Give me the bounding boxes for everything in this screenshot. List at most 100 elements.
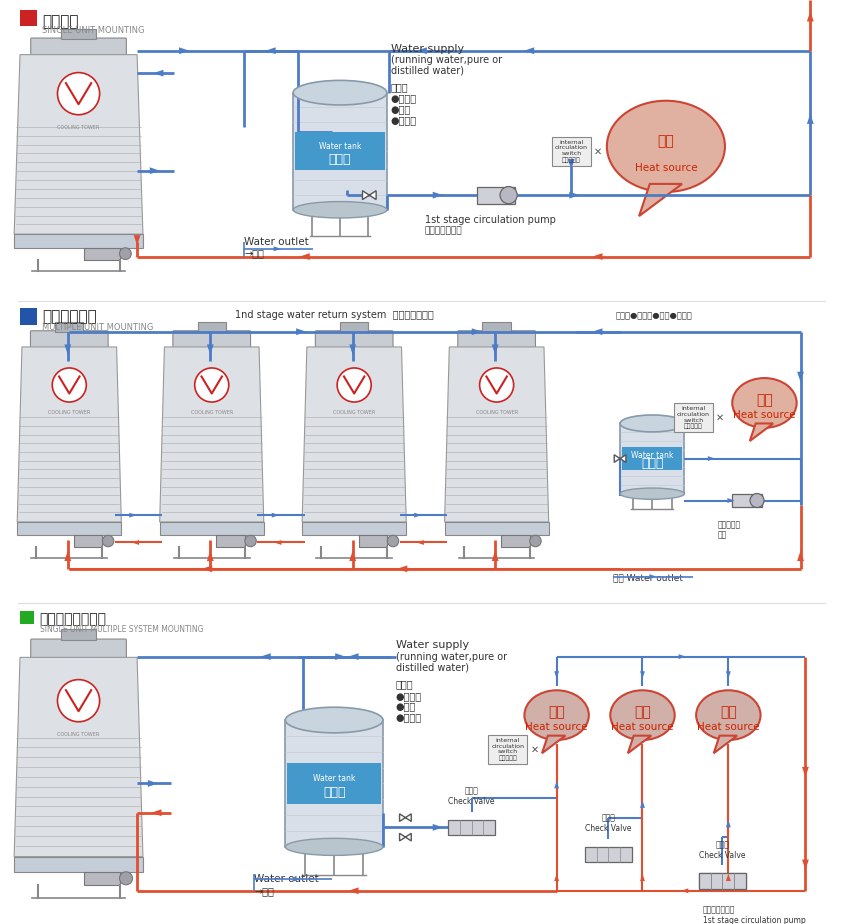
- Text: Water tank: Water tank: [313, 774, 356, 784]
- Polygon shape: [807, 11, 813, 21]
- Polygon shape: [302, 346, 406, 522]
- Text: Water outlet: Water outlet: [255, 874, 319, 884]
- Circle shape: [120, 248, 132, 260]
- Polygon shape: [336, 653, 346, 660]
- Bar: [302, 522, 406, 535]
- Polygon shape: [444, 346, 549, 522]
- Bar: [14, 234, 143, 248]
- Polygon shape: [349, 551, 356, 561]
- Bar: [20, 611, 34, 625]
- Circle shape: [500, 187, 518, 203]
- Text: 熱源: 熱源: [548, 705, 565, 719]
- Text: Water outlet: Water outlet: [244, 237, 309, 247]
- Text: distilled water): distilled water): [395, 663, 469, 673]
- Polygon shape: [416, 540, 424, 545]
- Circle shape: [102, 535, 114, 547]
- Polygon shape: [400, 833, 411, 841]
- Bar: [444, 522, 549, 535]
- Polygon shape: [679, 654, 686, 659]
- Bar: [359, 535, 387, 547]
- Circle shape: [750, 493, 764, 507]
- Polygon shape: [714, 736, 737, 753]
- Text: ●自來水: ●自來水: [395, 691, 422, 700]
- Text: SINGLE UNIT MOUNTING: SINGLE UNIT MOUNTING: [42, 27, 145, 35]
- Polygon shape: [728, 498, 735, 503]
- Bar: [477, 187, 515, 203]
- Polygon shape: [802, 859, 808, 869]
- Polygon shape: [726, 821, 731, 827]
- Polygon shape: [615, 455, 626, 462]
- Polygon shape: [14, 55, 143, 234]
- Bar: [674, 403, 712, 432]
- Text: 逆止閥
Check Valve: 逆止閥 Check Valve: [699, 840, 746, 859]
- Polygon shape: [134, 235, 141, 246]
- Text: ●純水: ●純水: [395, 701, 416, 711]
- Ellipse shape: [286, 707, 383, 733]
- Polygon shape: [274, 247, 281, 251]
- Bar: [699, 873, 746, 889]
- Text: Water supply: Water supply: [395, 640, 469, 650]
- Polygon shape: [639, 184, 682, 216]
- FancyBboxPatch shape: [30, 38, 126, 55]
- Ellipse shape: [293, 201, 387, 218]
- Polygon shape: [749, 423, 773, 441]
- Polygon shape: [416, 47, 427, 55]
- Polygon shape: [472, 328, 482, 335]
- Text: internal
circulation
switch
內循環開關: internal circulation switch 內循環開關: [555, 140, 588, 163]
- Text: COOLING TOWER: COOLING TOWER: [57, 125, 99, 130]
- Ellipse shape: [293, 80, 387, 105]
- Bar: [286, 720, 383, 847]
- Text: Water tank: Water tank: [319, 142, 361, 152]
- Text: 熱源: 熱源: [658, 134, 674, 148]
- Text: 熱源: 熱源: [756, 393, 773, 407]
- Text: Water tank: Water tank: [631, 451, 674, 460]
- Polygon shape: [17, 346, 121, 522]
- Text: COOLING TOWER: COOLING TOWER: [48, 409, 90, 415]
- Polygon shape: [542, 736, 566, 753]
- Ellipse shape: [696, 690, 760, 740]
- Text: ✕: ✕: [716, 413, 724, 422]
- Text: COOLING TOWER: COOLING TOWER: [191, 409, 233, 415]
- Polygon shape: [266, 47, 276, 55]
- Ellipse shape: [607, 101, 725, 192]
- Text: COOLING TOWER: COOLING TOWER: [57, 732, 99, 737]
- Polygon shape: [153, 69, 164, 77]
- FancyBboxPatch shape: [30, 639, 126, 658]
- Text: ✕: ✕: [530, 745, 539, 754]
- Text: 補給水●自來水●純水●蒸餾水: 補給水●自來水●純水●蒸餾水: [615, 311, 692, 320]
- Bar: [61, 629, 96, 640]
- Text: 一次側循環
泵浦: 一次側循環 泵浦: [717, 520, 741, 540]
- Bar: [502, 535, 529, 547]
- Circle shape: [195, 368, 228, 402]
- Text: Heat source: Heat source: [525, 722, 588, 732]
- Text: 1nd stage water return system  一次側回水系統: 1nd stage water return system 一次側回水系統: [234, 310, 433, 320]
- Circle shape: [52, 368, 86, 402]
- Text: Heat source: Heat source: [611, 722, 674, 732]
- Bar: [293, 92, 387, 210]
- Bar: [287, 763, 381, 804]
- Bar: [482, 322, 511, 332]
- Polygon shape: [179, 47, 190, 55]
- Polygon shape: [524, 47, 534, 55]
- Ellipse shape: [524, 690, 588, 740]
- Polygon shape: [568, 159, 575, 169]
- Polygon shape: [64, 551, 72, 561]
- Text: 多台並聯安裝: 多台並聯安裝: [42, 310, 97, 324]
- FancyBboxPatch shape: [458, 331, 535, 348]
- Ellipse shape: [620, 488, 685, 499]
- Text: ●蒸餾水: ●蒸餾水: [395, 712, 422, 723]
- Polygon shape: [397, 565, 407, 572]
- Bar: [622, 447, 683, 469]
- Polygon shape: [64, 345, 72, 355]
- Circle shape: [57, 73, 99, 115]
- Text: 補給水: 補給水: [395, 679, 413, 689]
- Polygon shape: [132, 540, 139, 545]
- Polygon shape: [628, 736, 652, 753]
- Ellipse shape: [286, 838, 383, 856]
- Text: 一次側循環泵浦
1st stage circulation pump: 一次側循環泵浦 1st stage circulation pump: [703, 906, 806, 924]
- Bar: [20, 10, 36, 27]
- Polygon shape: [640, 800, 645, 808]
- Text: COOLING TOWER: COOLING TOWER: [475, 409, 518, 415]
- Text: COOLING TOWER: COOLING TOWER: [333, 409, 375, 415]
- Bar: [61, 30, 96, 39]
